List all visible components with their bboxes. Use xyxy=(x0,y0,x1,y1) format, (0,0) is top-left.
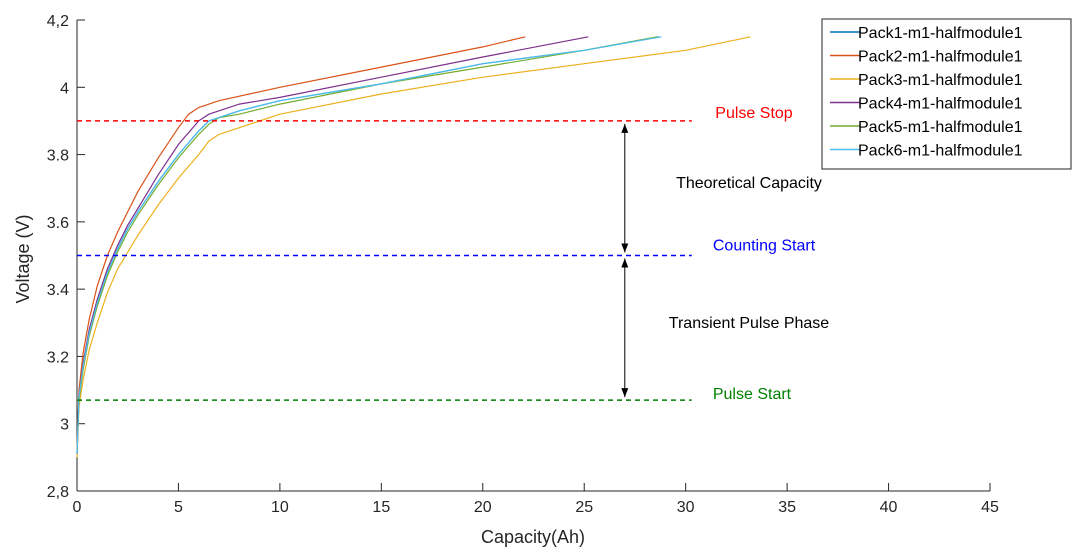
arrow-label-theoretical-capacity: Theoretical Capacity xyxy=(676,175,822,192)
legend-label: Pack5-m1-halfmodule1 xyxy=(858,119,1023,136)
y-tick-label: 3.8 xyxy=(47,148,69,165)
y-tick-label: 3 xyxy=(60,417,69,434)
series-line-pack6 xyxy=(76,36,662,455)
arrow-head-down xyxy=(621,243,629,253)
series-line-pack3 xyxy=(76,36,751,458)
x-tick-label: 45 xyxy=(981,499,999,516)
series-line-pack2 xyxy=(76,36,526,451)
x-tick-label: 30 xyxy=(677,499,695,516)
axes: 0 5 10 15 20 25 30 35 40 45 2,8 3 3.2 3.4 3.6 3.8 4 4,2 xyxy=(47,13,999,516)
arrow-head-down xyxy=(621,388,629,398)
x-tick-label: 25 xyxy=(575,499,593,516)
legend-label: Pack3-m1-halfmodule1 xyxy=(858,72,1023,89)
threshold-label-pulse-start: Pulse Start xyxy=(713,386,792,403)
legend: Pack1-m1-halfmodule1 Pack2-m1-halfmodule1… xyxy=(821,18,1072,170)
legend-label: Pack4-m1-halfmodule1 xyxy=(858,96,1023,113)
threshold-lines: Pulse Stop Counting Start Pulse Start xyxy=(77,105,816,403)
x-tick-label: 10 xyxy=(271,499,289,516)
x-tick-label: 15 xyxy=(372,499,390,516)
legend-label: Pack6-m1-halfmodule1 xyxy=(858,143,1023,160)
series-line-pack1 xyxy=(76,36,660,455)
y-tick-label: 3.2 xyxy=(47,349,69,366)
y-tick-label: 2,8 xyxy=(47,484,69,501)
threshold-label-counting-start: Counting Start xyxy=(713,238,816,255)
y-tick-label: 4,2 xyxy=(47,13,69,30)
y-tick-label: 4 xyxy=(60,80,69,97)
arrow-label-transient-pulse-phase: Transient Pulse Phase xyxy=(669,315,829,332)
x-tick-label: 35 xyxy=(778,499,796,516)
y-tick-label: 3.6 xyxy=(47,215,69,232)
arrow-head-up xyxy=(621,123,629,133)
threshold-label-pulse-stop: Pulse Stop xyxy=(715,105,792,122)
series-group xyxy=(76,36,751,458)
x-tick-label: 0 xyxy=(73,499,82,516)
x-axis-title: Capacity(Ah) xyxy=(481,527,585,547)
legend-box xyxy=(821,18,1072,170)
x-tick-label: 5 xyxy=(174,499,183,516)
series-line-pack5 xyxy=(76,36,658,455)
y-tick-label: 3.4 xyxy=(47,282,69,299)
series-line-pack4 xyxy=(76,36,589,455)
legend-label: Pack2-m1-halfmodule1 xyxy=(858,49,1023,66)
legend-label: Pack1-m1-halfmodule1 xyxy=(858,25,1023,42)
annotation-arrows: Theoretical Capacity Transient Pulse Phas… xyxy=(621,123,829,398)
arrow-head-up xyxy=(621,258,629,268)
y-axis-title: Voltage (V) xyxy=(13,214,33,303)
x-tick-label: 40 xyxy=(880,499,898,516)
x-tick-label: 20 xyxy=(474,499,492,516)
